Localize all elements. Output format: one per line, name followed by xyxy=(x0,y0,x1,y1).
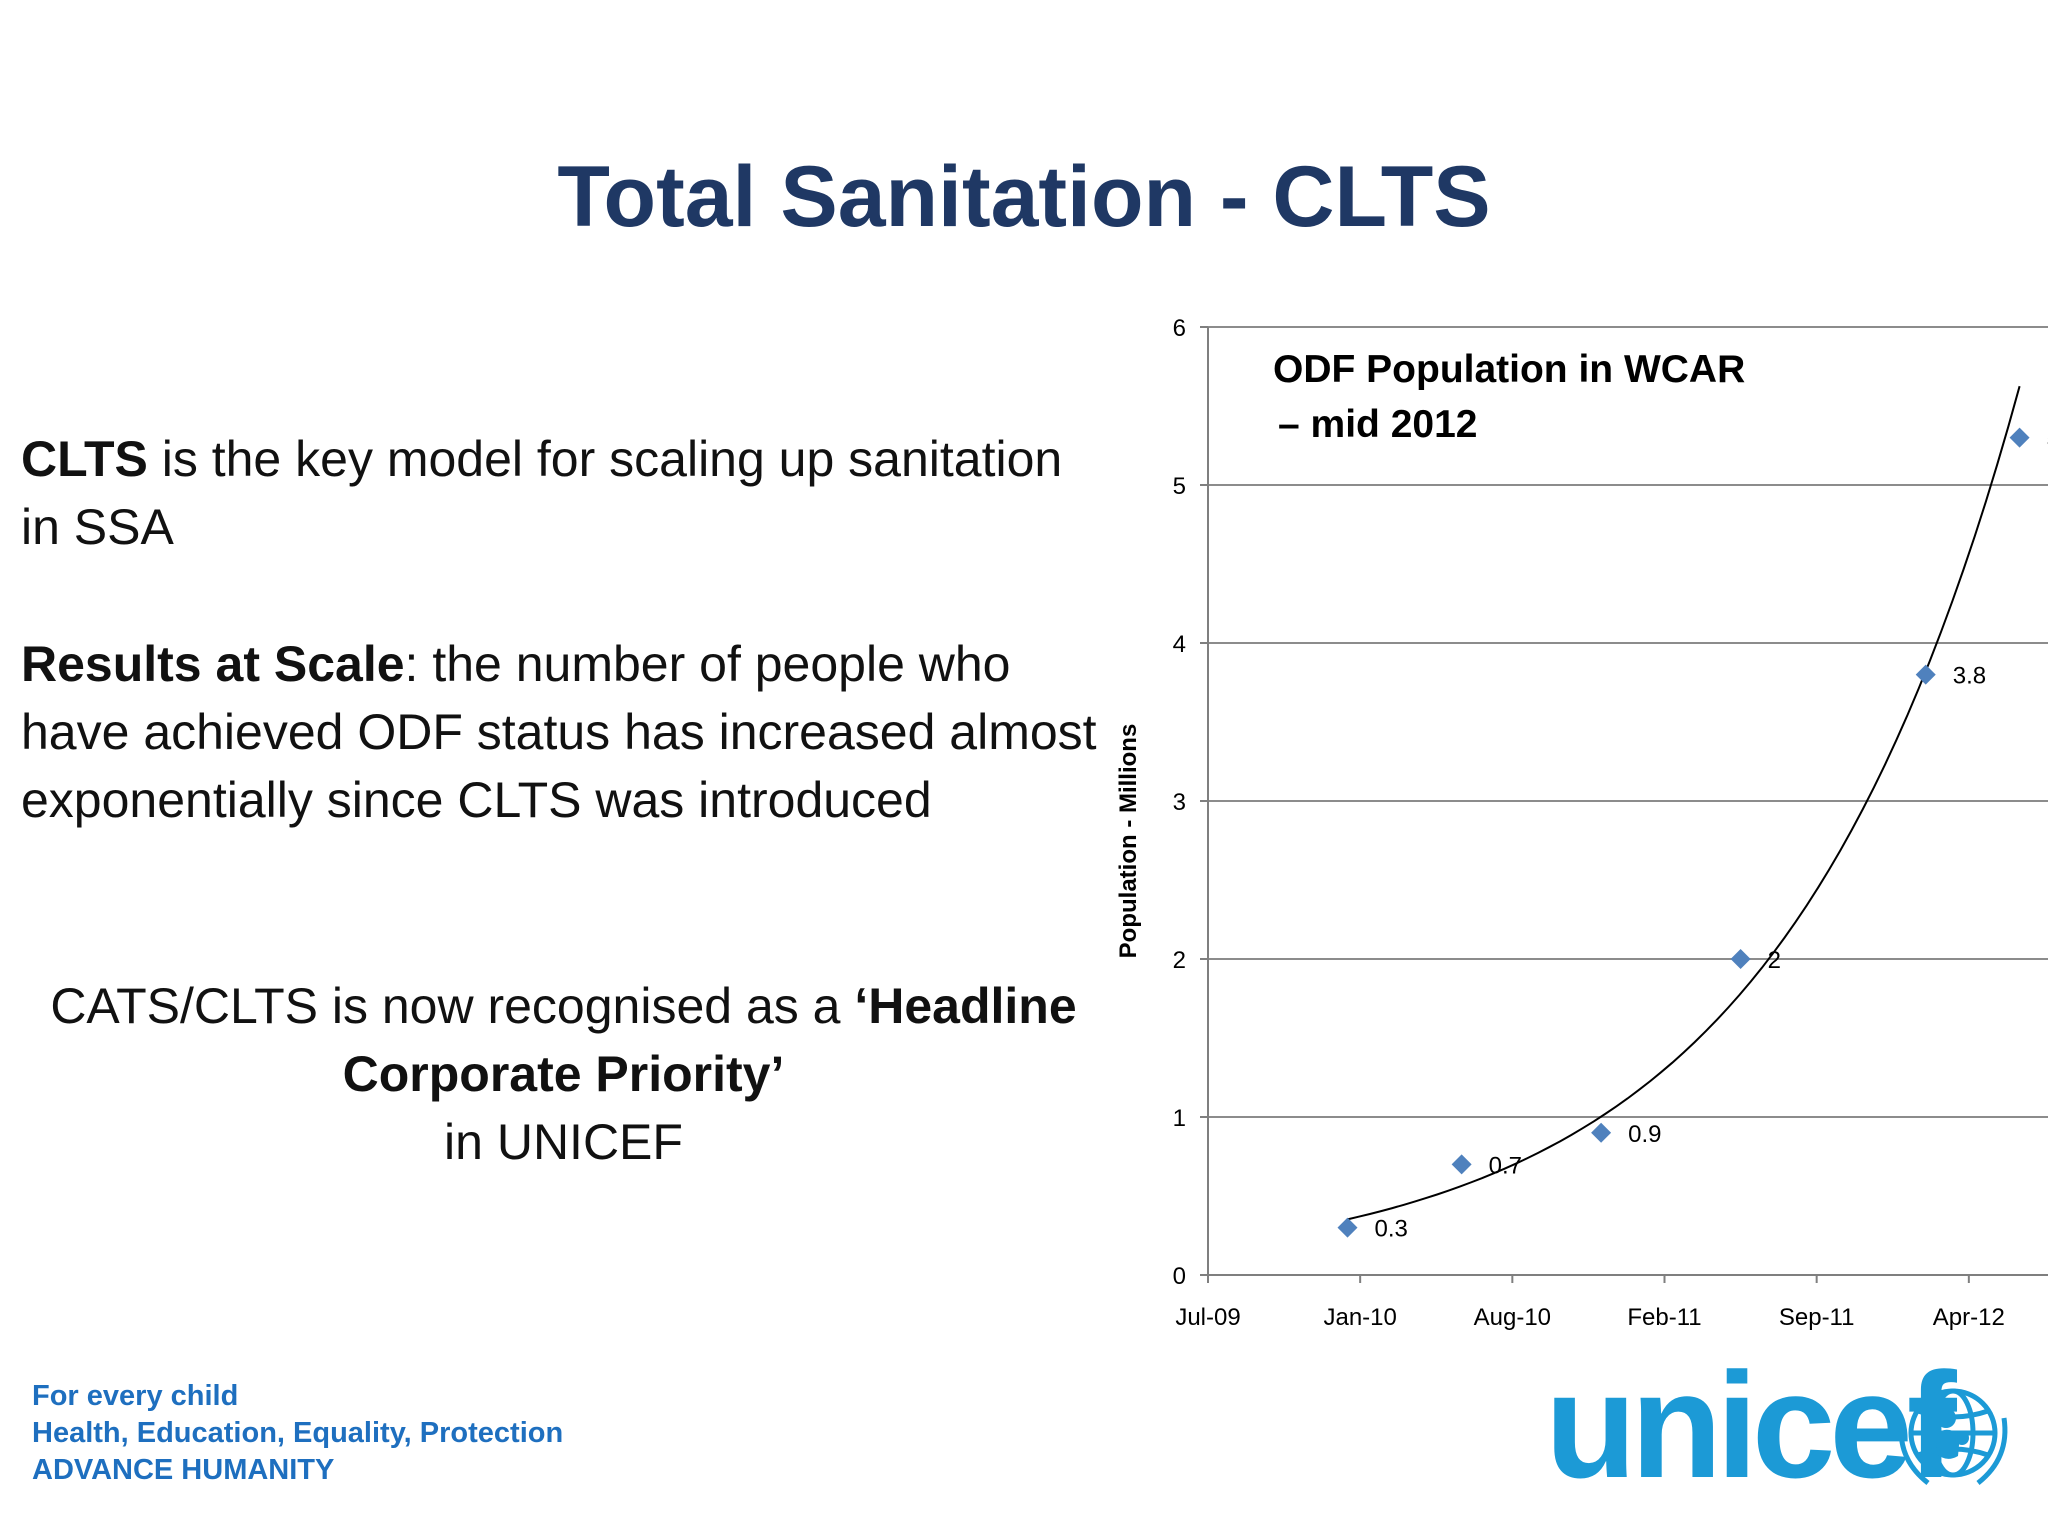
clts-bold: CLTS xyxy=(21,431,148,487)
slide-title: Total Sanitation - CLTS xyxy=(557,149,1491,245)
data-label-2: 0.9 xyxy=(1628,1121,1661,1148)
priority-tail: in UNICEF xyxy=(444,1114,683,1170)
paragraph-results: Results at Scale: the number of people w… xyxy=(21,630,1101,834)
tagline-line-1: For every child xyxy=(32,1380,239,1412)
x-tick-label-3: Feb-11 xyxy=(1627,1304,1701,1331)
data-point-2 xyxy=(1591,1122,1612,1143)
tagline-line-2: Health, Education, Equality, Protection xyxy=(32,1417,564,1449)
unicef-tagline: For every child Health, Education, Equal… xyxy=(32,1378,563,1489)
priority-text: CATS/CLTS is now recognised as a xyxy=(50,978,855,1034)
results-text: : the number of people who have achieved… xyxy=(21,636,1097,828)
exponential-trendline xyxy=(1347,385,2021,1221)
data-points: 0.3 0.7 0.9 2 3.8 5.3 xyxy=(1337,426,2048,1243)
data-point-1 xyxy=(1451,1154,1472,1175)
x-tick-label-2: Aug-10 xyxy=(1474,1304,1551,1331)
data-label-5: 5.3 xyxy=(2047,426,2048,453)
data-label-3: 2 xyxy=(1768,947,1781,974)
tagline-line-3: ADVANCE HUMANITY xyxy=(32,1454,335,1486)
data-label-0: 0.3 xyxy=(1374,1216,1407,1243)
y-tick-label-4: 4 xyxy=(1173,631,1186,658)
chart-title-line-1: ODF Population in WCAR xyxy=(1273,348,1745,391)
y-tick-label-1: 1 xyxy=(1173,1105,1186,1132)
y-axis-label: Population - Millions xyxy=(1115,724,1142,959)
y-tick-label-5: 5 xyxy=(1173,473,1186,500)
data-point-5 xyxy=(2009,427,2030,448)
y-tick-label-2: 2 xyxy=(1173,947,1186,974)
x-tick-label-1: Jan-10 xyxy=(1323,1304,1396,1331)
clts-text: is the key model for scaling up sanitati… xyxy=(21,431,1063,555)
results-bold: Results at Scale xyxy=(21,636,405,692)
y-tick-label-6: 6 xyxy=(1173,315,1186,342)
data-label-4: 3.8 xyxy=(1953,663,1986,690)
x-tick-label-5: Apr-12 xyxy=(1933,1304,2005,1331)
x-tick-label-4: Sep-11 xyxy=(1779,1304,1855,1331)
y-tick-label-3: 3 xyxy=(1173,789,1186,816)
x-tick-label-0: Jul-09 xyxy=(1175,1304,1240,1331)
data-point-0 xyxy=(1337,1217,1358,1238)
data-point-4 xyxy=(1915,664,1936,685)
x-tick-labels: Jul-09Jan-10Aug-10Feb-11Sep-11Apr-12Oct-… xyxy=(1175,1275,2005,1331)
paragraph-priority: CATS/CLTS is now recognised as a ‘Headli… xyxy=(21,972,1106,1176)
unicef-emblem-icon xyxy=(1898,1388,2008,1485)
unicef-logo-text: unicef xyxy=(1545,1341,1957,1509)
chart-gridlines xyxy=(1200,326,2048,1276)
paragraph-clts-model: CLTS is the key model for scaling up san… xyxy=(21,425,1101,561)
data-label-1: 0.7 xyxy=(1489,1152,1522,1179)
y-tick-labels: 0 1 2 3 4 5 6 xyxy=(1173,315,1186,1290)
odf-population-chart: 0 1 2 3 4 5 6 Jul-09 Jan-10 Aug-10 Feb-11 Sep-11 Ap… xyxy=(1115,315,2048,1331)
y-tick-label-0: 0 xyxy=(1173,1263,1186,1290)
chart-title-line-2: – mid 2012 xyxy=(1278,403,1477,446)
priority-bold: ‘Headline Corporate Priority’ xyxy=(342,978,1077,1102)
data-point-3 xyxy=(1730,949,1751,969)
